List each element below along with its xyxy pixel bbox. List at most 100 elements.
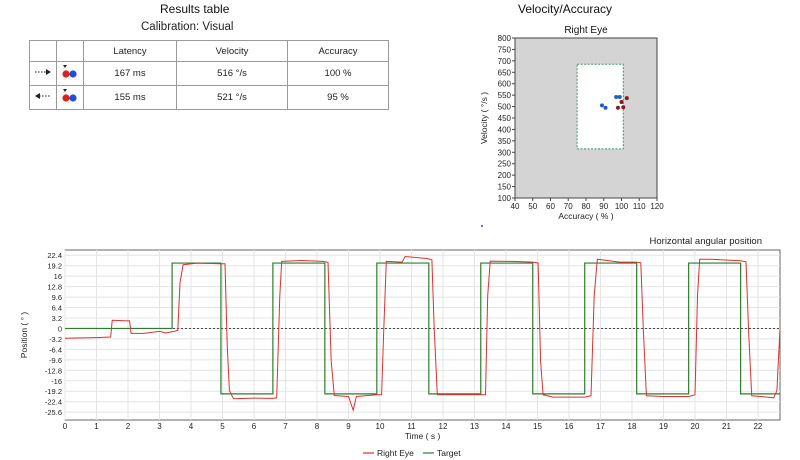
y-tick-label: 600 (498, 80, 512, 89)
latency-value: 155 ms (83, 85, 177, 110)
y-tick-label: 500 (498, 103, 512, 112)
y-tick-label: 6.4 (52, 304, 62, 313)
y-tick-label: -6.4 (49, 345, 62, 354)
y-tick-label: 800 (498, 34, 512, 43)
arrow-left-icon (35, 93, 51, 99)
x-tick-label: 21 (722, 422, 731, 431)
x-tick-label: 40 (511, 202, 520, 211)
y-tick-label: 3.2 (52, 314, 62, 323)
y-tick-label: 300 (498, 148, 512, 157)
y-tick-label: 0 (58, 324, 62, 333)
x-tick-label: 14 (502, 422, 511, 431)
x-tick-label: 1 (94, 422, 99, 431)
legend-label-target: Target (437, 448, 461, 458)
y-tick-label: -22.4 (45, 398, 62, 407)
x-tick-label: 19 (659, 422, 668, 431)
data-point-rightward (603, 105, 608, 110)
calibration-label: Calibration: Visual (141, 21, 234, 33)
data-point-rightward (614, 94, 619, 99)
direction-cell (29, 85, 57, 110)
accuracy-value: 95 % (287, 85, 389, 110)
x-tick-label: 12 (439, 422, 448, 431)
y-tick-label: 200 (498, 171, 512, 180)
x-tick-label: 15 (533, 422, 542, 431)
data-point-leftward (615, 105, 620, 110)
x-tick-label: 100 (615, 202, 629, 211)
x-tick-label: 9 (346, 422, 351, 431)
y-axis-label: Position ( ° ) (19, 312, 29, 359)
y-tick-label: 100 (498, 194, 512, 203)
x-tick-label: 11 (407, 422, 416, 431)
y-tick-label: -9.6 (49, 356, 62, 365)
y-tick-label: 250 (498, 160, 512, 169)
table-row: 167 ms 516 °/s 100 % (29, 61, 389, 86)
y-tick-label: 650 (498, 68, 512, 77)
eyes-cell (56, 85, 84, 110)
stray-dot (481, 225, 483, 227)
x-tick-label: 120 (650, 202, 664, 211)
y-tick-label: -16 (51, 377, 62, 386)
x-axis-label: Accuracy ( % ) (558, 211, 613, 221)
y-tick-label: 150 (498, 183, 512, 192)
y-tick-label: 450 (498, 114, 512, 123)
x-tick-label: 110 (633, 202, 646, 211)
accuracy-value: 100 % (287, 61, 389, 86)
y-tick-label: 22.4 (47, 251, 62, 260)
scatter-title: Right Eye (564, 25, 608, 36)
eyes-icon (62, 89, 77, 102)
y-tick-label: 9.6 (52, 293, 62, 302)
x-tick-label: 4 (189, 422, 194, 431)
eyes-icon (62, 65, 77, 78)
x-axis-label: Time ( s ) (405, 431, 441, 441)
x-tick-label: 8 (315, 422, 320, 431)
x-tick-label: 70 (564, 202, 573, 211)
x-tick-label: 2 (126, 422, 131, 431)
x-tick-label: 80 (582, 202, 591, 211)
y-tick-label: -19.2 (45, 387, 62, 396)
x-tick-label: 22 (753, 422, 762, 431)
y-tick-label: 16 (54, 272, 62, 281)
y-tick-label: 400 (498, 125, 512, 134)
x-tick-label: 7 (283, 422, 288, 431)
arrow-right-icon (35, 69, 51, 75)
x-tick-label: 6 (252, 422, 257, 431)
x-tick-label: 18 (628, 422, 637, 431)
x-tick-label: 16 (565, 422, 574, 431)
data-point-leftward (624, 96, 629, 101)
x-tick-label: 3 (157, 422, 162, 431)
y-tick-label: -12.8 (45, 366, 62, 375)
y-axis-label: Velocity ( °/s ) (479, 92, 489, 144)
right-eye-line (64, 255, 781, 413)
data-point-rightward (599, 103, 604, 108)
legend-label-right-eye: Right Eye (377, 448, 414, 458)
x-tick-label: 13 (470, 422, 479, 431)
velocity-value: 521 °/s (176, 85, 288, 110)
normal-range-box (576, 63, 624, 150)
data-point-leftward (619, 100, 624, 104)
y-tick-label: 350 (498, 137, 512, 146)
results-table: Latency Velocity Accuracy 167 ms 516 °/s… (29, 40, 389, 110)
x-tick-label: 0 (63, 422, 68, 431)
x-tick-label: 60 (546, 202, 555, 211)
y-tick-label: -25.6 (45, 408, 62, 417)
table-row: 155 ms 521 °/s 95 % (29, 85, 389, 110)
velocity-accuracy-title: Velocity/Accuracy (518, 2, 613, 16)
x-tick-label: 5 (220, 422, 225, 431)
y-tick-label: -3.2 (49, 335, 62, 344)
x-tick-label: 50 (528, 202, 537, 211)
y-tick-label: 19.2 (47, 262, 62, 271)
x-tick-label: 90 (599, 202, 608, 211)
y-tick-label: 550 (498, 91, 512, 100)
target-line (65, 262, 780, 395)
data-point-leftward (621, 105, 626, 110)
x-tick-label: 10 (376, 422, 385, 431)
y-tick-label: 12.8 (47, 283, 62, 292)
x-tick-label: 20 (691, 422, 700, 431)
y-tick-label: 750 (498, 45, 512, 54)
y-tick-label: 700 (498, 57, 512, 66)
position-chart-title: Horizontal angular position (650, 236, 762, 247)
x-tick-label: 17 (596, 422, 605, 431)
data-point-rightward (617, 94, 622, 99)
